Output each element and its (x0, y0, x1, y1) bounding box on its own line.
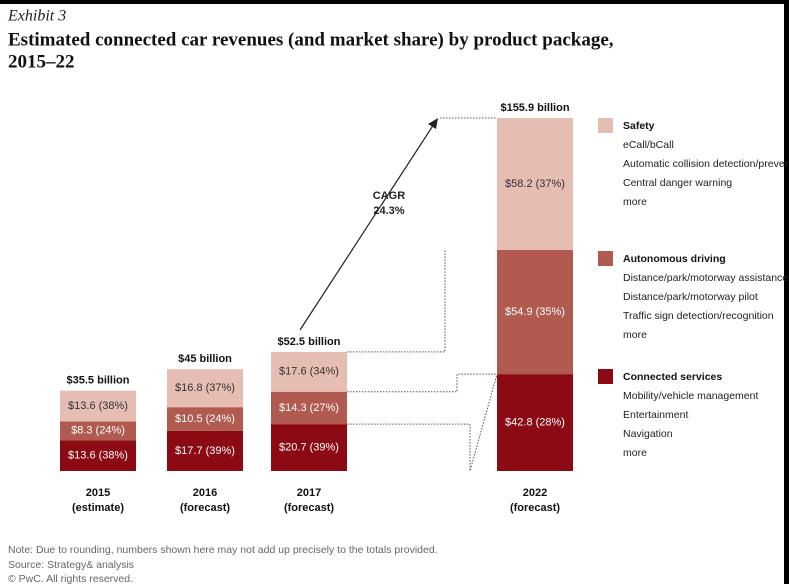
x-tick-label: 2015 (86, 487, 110, 499)
annotation: CAGR (373, 190, 405, 202)
legend-label: Safety (623, 120, 655, 132)
arrow-head (428, 118, 438, 129)
bar-segment (497, 118, 573, 250)
data-label: $16.8 (37%) (175, 382, 235, 394)
bar-segment (60, 440, 136, 471)
legend-label: Autonomous driving (623, 253, 726, 265)
x-tick-label: (forecast) (180, 502, 230, 514)
legend-item: more (623, 196, 647, 208)
bar-segment (60, 390, 136, 422)
data-label: $17.7 (39%) (175, 445, 235, 457)
data-label: $13.6 (38%) (68, 450, 128, 462)
total-label: $52.5 billion (278, 336, 341, 348)
x-tick-label: 2017 (297, 487, 321, 499)
x-tick-label: 2022 (523, 487, 547, 499)
bar-segment (167, 430, 243, 471)
legend-item: Automatic collision detection/prevention (623, 158, 789, 170)
exhibit-label: Exhibit 3 (7, 8, 66, 25)
cagr-arrow (299, 123, 435, 331)
legend-item: eCall/bCall (623, 139, 674, 151)
legend-swatch (598, 369, 613, 384)
chart-title: Estimated connected car revenues (and ma… (8, 29, 614, 50)
bar-segment (271, 351, 347, 392)
bar-segment (60, 421, 136, 441)
legend-label: Connected services (623, 371, 722, 383)
connector (347, 373, 497, 393)
bar-segment (271, 391, 347, 425)
legend-item: Navigation (623, 428, 673, 440)
bar-segment (167, 369, 243, 408)
background (0, 4, 784, 584)
bar-segment (271, 424, 347, 471)
legend-item: Central danger warning (623, 177, 732, 189)
annotation: 24.3% (373, 205, 404, 217)
legend-item: Distance/park/motorway assistance (623, 272, 788, 284)
legend-item: more (623, 447, 647, 459)
x-tick-label: (forecast) (510, 502, 560, 514)
x-tick-label: (forecast) (284, 502, 334, 514)
data-label: $14.3 (27%) (279, 402, 339, 414)
legend-swatch (598, 251, 613, 266)
connector (347, 373, 498, 472)
data-label: $58.2 (37%) (505, 178, 565, 190)
data-label: $17.6 (34%) (279, 366, 339, 378)
connector (347, 249, 446, 353)
data-label: $10.5 (24%) (175, 413, 235, 425)
x-tick-label: (estimate) (72, 502, 124, 514)
data-label: $8.3 (24%) (71, 425, 125, 437)
data-label: $13.6 (38%) (68, 400, 128, 412)
total-label: $35.5 billion (67, 375, 130, 387)
bar-segment (497, 249, 573, 375)
x-tick-label: 2016 (193, 487, 217, 499)
legend-swatch (598, 118, 613, 133)
legend-item: more (623, 329, 647, 341)
total-label: $155.9 billion (500, 102, 569, 114)
total-label: $45 billion (178, 353, 232, 365)
legend-item: Mobility/vehicle management (623, 390, 758, 402)
legend-item: Distance/park/motorway pilot (623, 291, 758, 303)
note: © PwC. All rights reserved. (8, 573, 133, 584)
note: Source: Strategy& analysis (8, 559, 134, 571)
bar-segment (167, 407, 243, 431)
data-label: $54.9 (35%) (505, 306, 565, 318)
chart-title: 2015–22 (8, 51, 75, 72)
note: Note: Due to rounding, numbers shown her… (8, 544, 438, 556)
data-label: $20.7 (39%) (279, 441, 339, 453)
bar-segment (497, 374, 573, 471)
legend-item: Entertainment (623, 409, 688, 421)
legend-item: Traffic sign detection/recognition (623, 310, 774, 322)
data-label: $42.8 (28%) (505, 416, 565, 428)
